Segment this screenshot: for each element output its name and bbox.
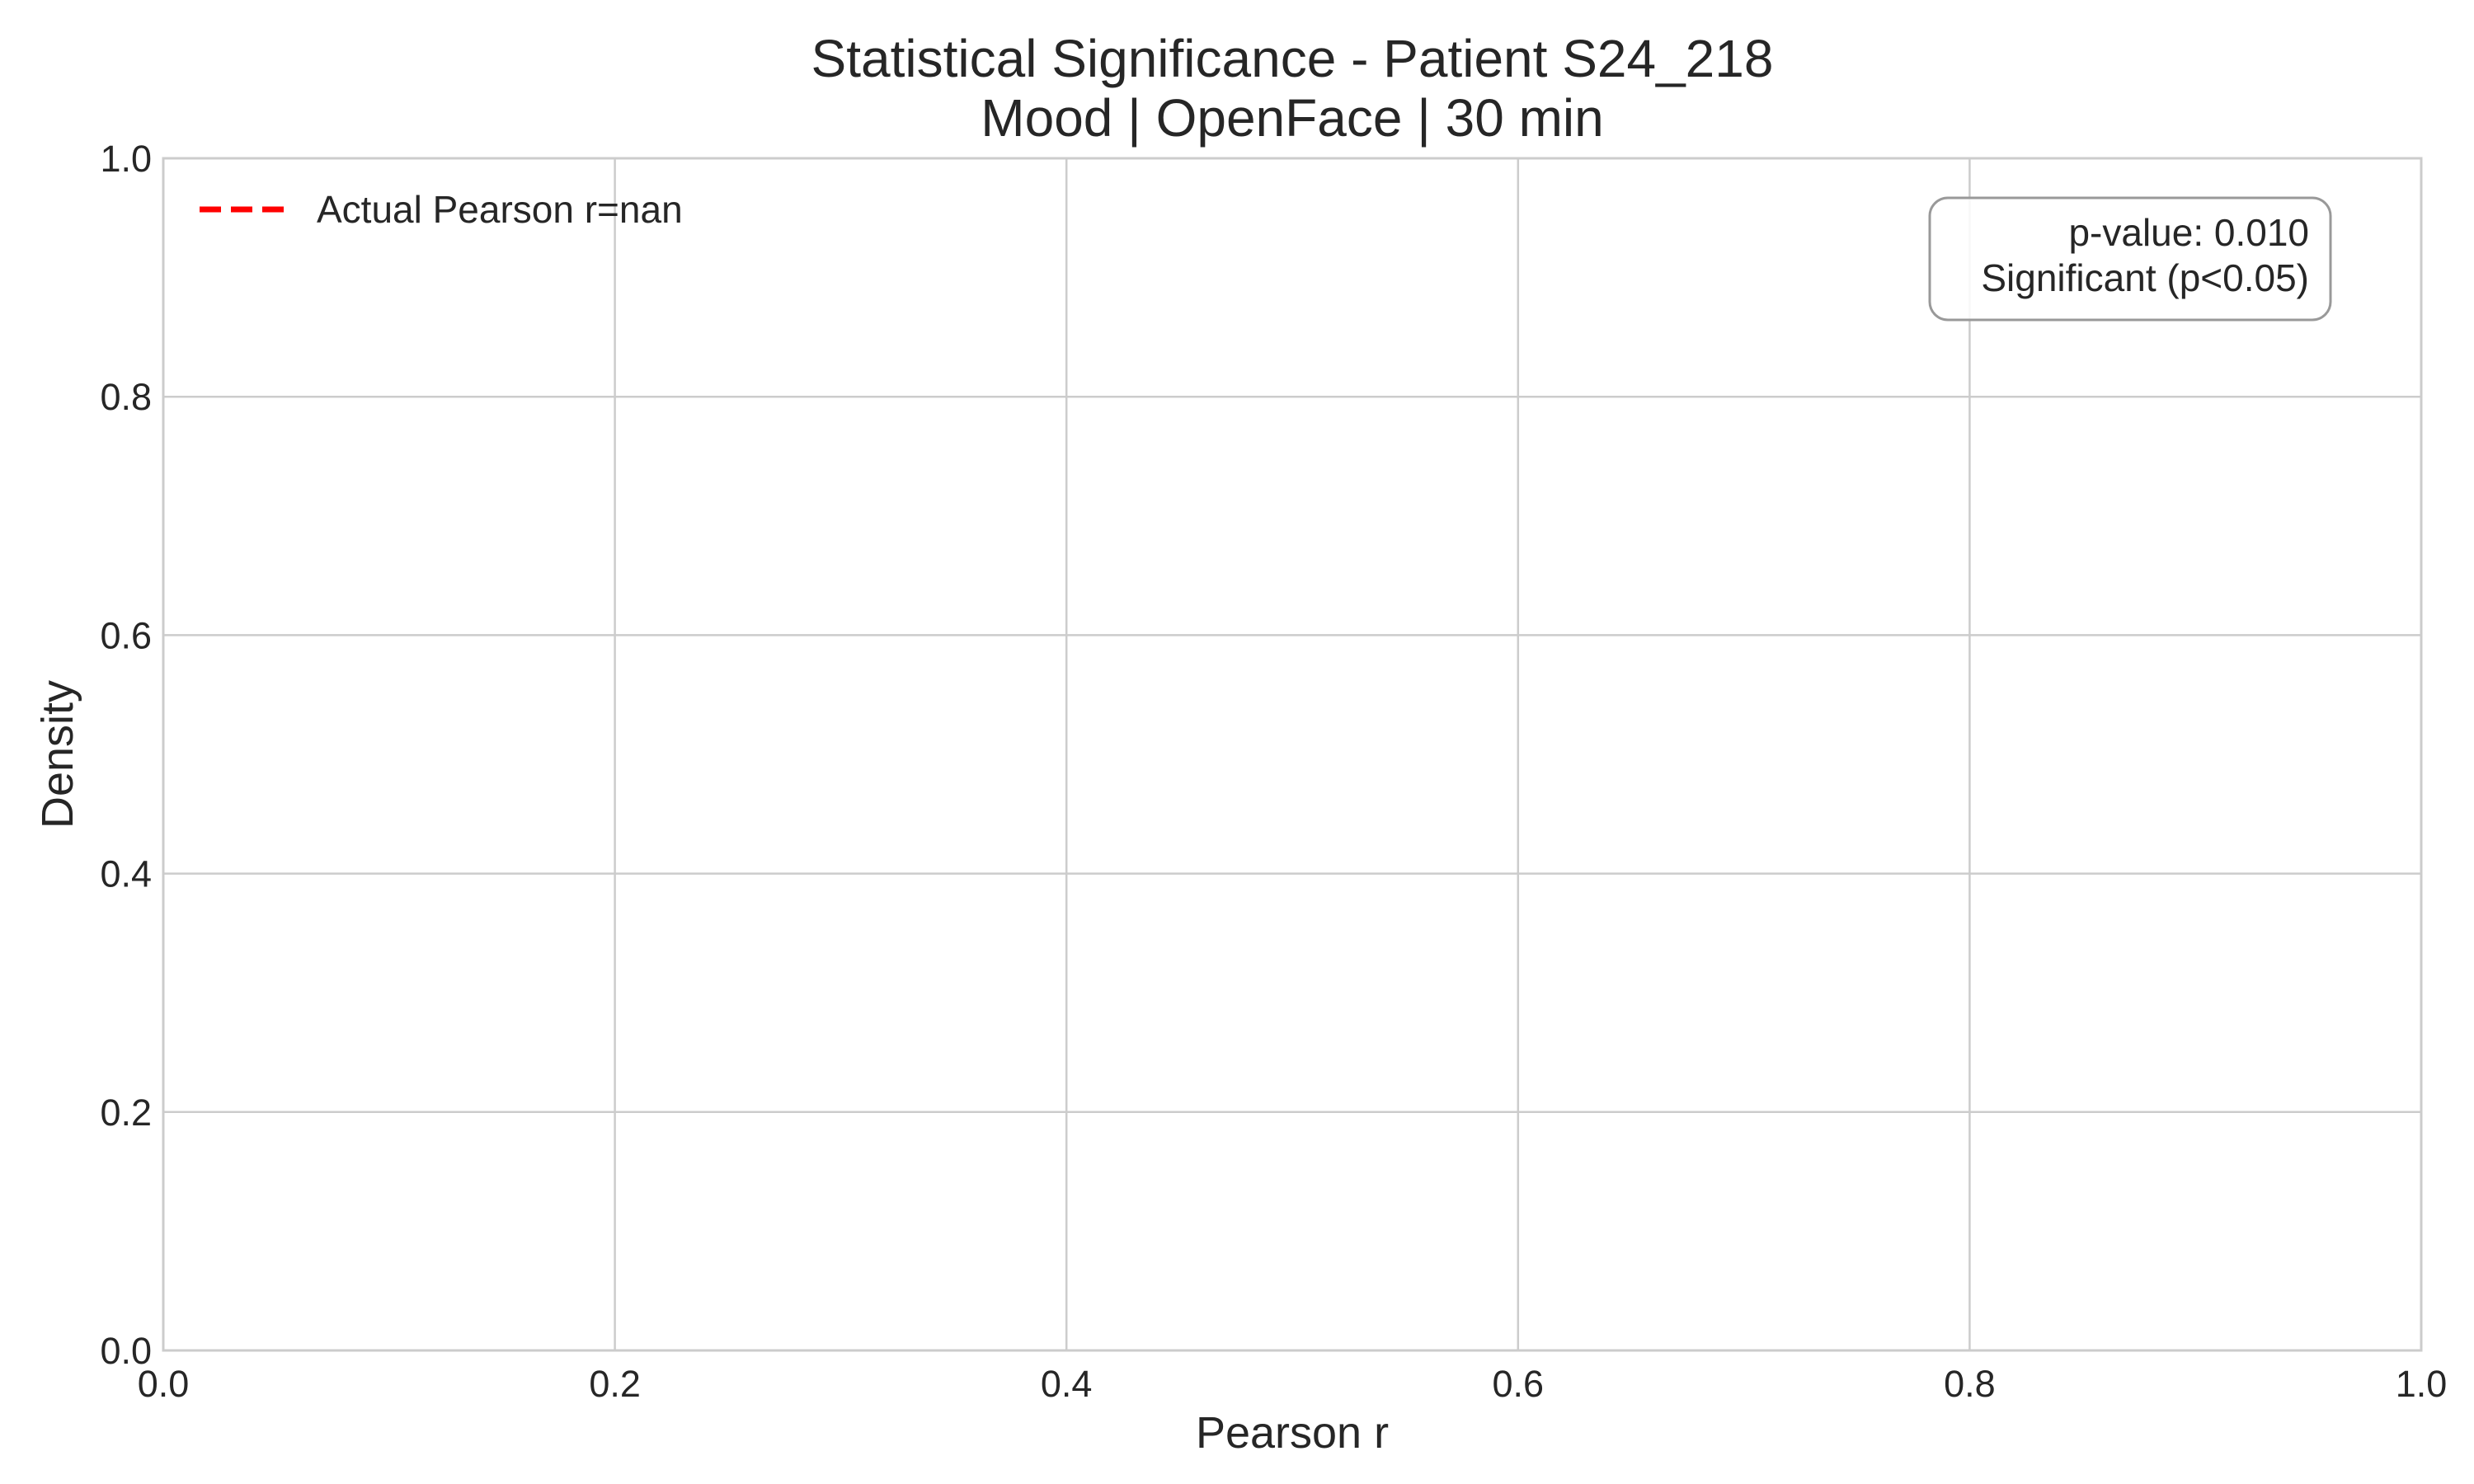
grid [162,157,2423,1352]
x-tick-label: 0.4 [1041,1363,1093,1405]
x-tick-label: 0.6 [1493,1363,1545,1405]
y-tick-label: 1.0 [100,138,152,180]
annotation-line-significance: Significant (p<0.05) [1981,256,2309,299]
y-tick-label: 0.4 [100,853,152,895]
y-tick-label: 0.8 [100,376,152,418]
y-tick-label: 0.2 [100,1092,152,1134]
x-tick-label: 0.0 [138,1363,190,1405]
x-tick-labels: 0.0 0.2 0.4 0.6 0.8 1.0 [138,1363,2448,1405]
p-value-annotation: p-value: 0.010 Significant (p<0.05) [1928,196,2332,322]
x-tick-label: 0.8 [1944,1363,1996,1405]
plot-area: 0.0 0.2 0.4 0.6 0.8 1.0 0.0 0.2 0.4 0.6 0.8 1.0 [100,138,2447,1405]
legend: Actual Pearson r=nan [200,188,683,231]
y-axis-label: Density [33,680,82,829]
y-tick-label: 0.0 [100,1330,152,1372]
chart-subtitle: Mood | OpenFace | 30 min [981,88,1603,148]
y-tick-labels: 0.0 0.2 0.4 0.6 0.8 1.0 [100,138,152,1372]
legend-entry-label: Actual Pearson r=nan [317,188,683,231]
annotation-line-pvalue: p-value: 0.010 [2068,211,2309,254]
y-tick-label: 0.6 [100,614,152,656]
annotation-box [1928,196,2332,322]
chart-title: Statistical Significance - Patient S24_2… [811,29,1774,88]
x-axis-label: Pearson r [1196,1408,1389,1458]
x-tick-label: 1.0 [2396,1363,2448,1405]
axes-frame [162,157,2423,1352]
x-tick-label: 0.2 [589,1363,641,1405]
